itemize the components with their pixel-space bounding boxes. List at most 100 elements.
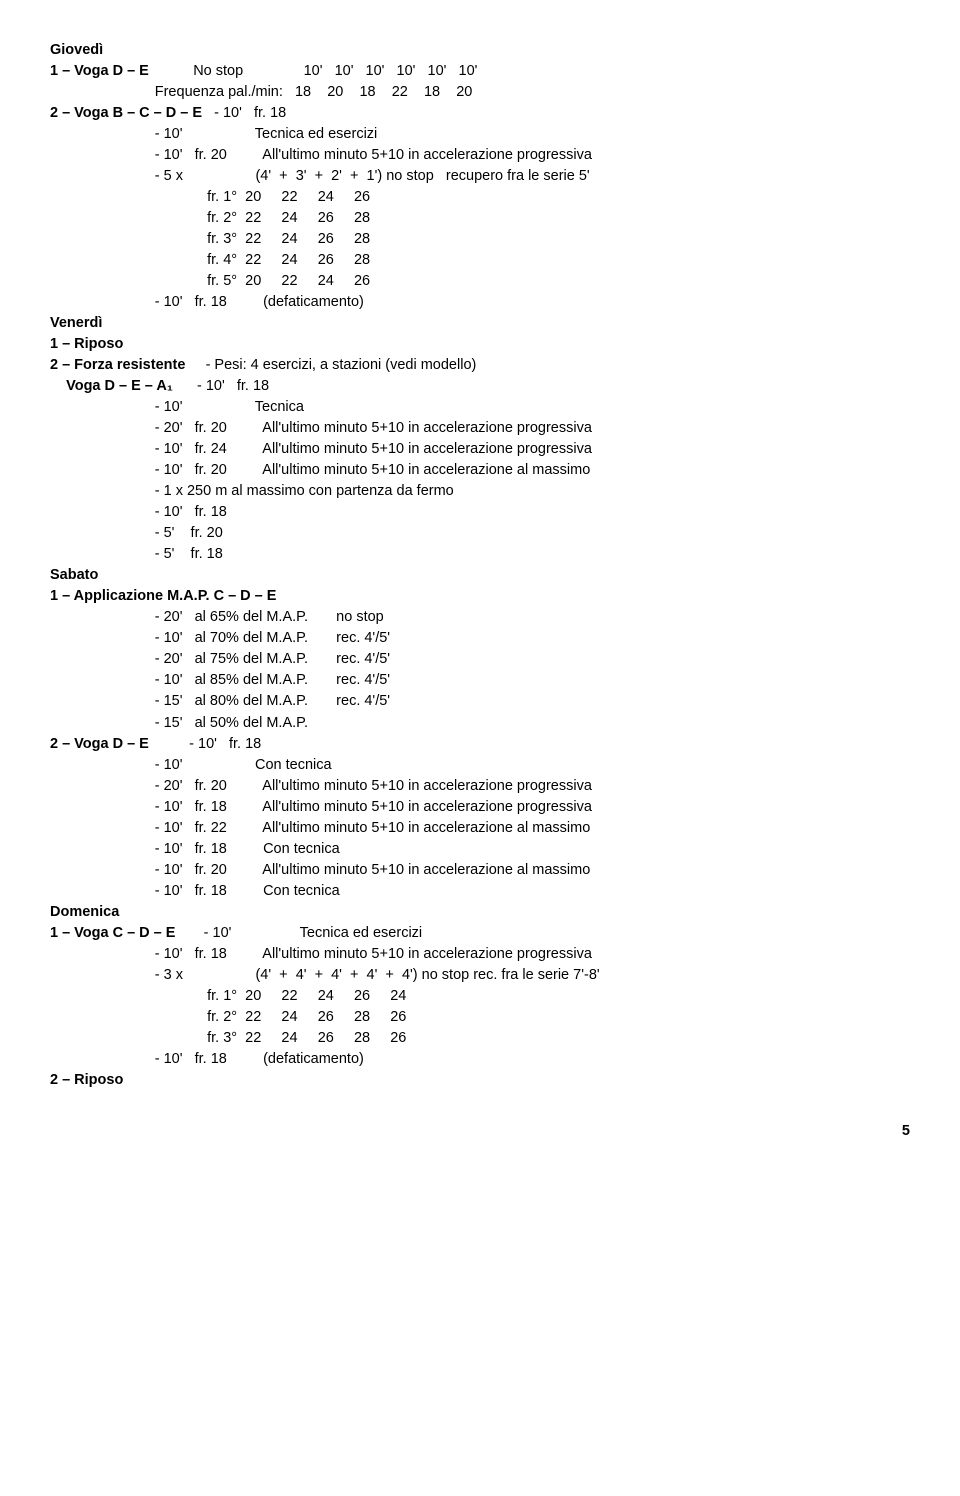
line: Frequenza pal./min: 18 20 18 22 18 20 [50,82,910,103]
label: 1 – Voga D – E [50,63,149,79]
line: fr. 4° 22 24 26 28 [50,250,910,271]
line: - 20' al 65% del M.A.P. no stop [50,607,910,628]
line: fr. 2° 22 24 26 28 26 [50,1007,910,1028]
line: - 3 x (4' + 4' + 4' + 4' + 4') no stop r… [50,965,910,986]
text: - 1 x 250 m al massimo con partenza da f… [155,483,454,499]
line: - 10' fr. 20 All'ultimo minuto 5+10 in a… [50,860,910,881]
text: Frequenza pal./min: 18 20 18 22 18 20 [155,84,473,100]
line: fr. 1° 20 22 24 26 24 [50,986,910,1007]
line: - 20' fr. 20 All'ultimo minuto 5+10 in a… [50,418,910,439]
line: - 1 x 250 m al massimo con partenza da f… [50,481,910,502]
text: - 10' fr. 20 All'ultimo minuto 5+10 in a… [155,462,591,478]
line: fr. 5° 20 22 24 26 [50,271,910,292]
line: 1 – Voga C – D – E - 10' Tecnica ed eser… [50,923,910,944]
text: - 10' Tecnica [155,399,304,415]
line: - 10' fr. 22 All'ultimo minuto 5+10 in a… [50,818,910,839]
text: - 20' al 75% del M.A.P. rec. 4'/5' [155,651,390,667]
text: - 10' fr. 24 All'ultimo minuto 5+10 in a… [155,441,592,457]
label: 1 – Riposo [50,334,910,355]
text: - Pesi: 4 esercizi, a stazioni (vedi mod… [206,357,477,373]
line: - 10' al 85% del M.A.P. rec. 4'/5' [50,670,910,691]
text: - 10' fr. 18 Con tecnica [155,883,340,899]
line: - 10' fr. 20 All'ultimo minuto 5+10 in a… [50,460,910,481]
text: - 10' al 70% del M.A.P. rec. 4'/5' [155,630,390,646]
text: fr. 1° 20 22 24 26 [155,189,370,205]
line: - 10' fr. 18 Con tecnica [50,839,910,860]
text: - 10' fr. 18 (defaticamento) [155,1051,364,1067]
text: fr. 3° 22 24 26 28 [155,231,370,247]
text: - 10' fr. 18 [189,736,261,752]
line: fr. 3° 22 24 26 28 26 [50,1028,910,1049]
text: - 15' al 80% del M.A.P. rec. 4'/5' [155,693,390,709]
line: 2 – Voga D – E - 10' fr. 18 [50,734,910,755]
label: 2 – Forza resistente [50,357,185,373]
text: - 5' fr. 18 [155,546,223,562]
text: - 10' fr. 20 All'ultimo minuto 5+10 in a… [155,147,592,163]
text: - 10' fr. 18 All'ultimo minuto 5+10 in a… [155,799,592,815]
label: Voga D – E – A₁ [50,378,173,394]
day-giovedi: Giovedì [50,40,910,61]
line: 2 – Forza resistente - Pesi: 4 esercizi,… [50,355,910,376]
text: - 10' fr. 22 All'ultimo minuto 5+10 in a… [155,820,591,836]
text: - 20' al 65% del M.A.P. no stop [155,609,384,625]
text: - 10' fr. 18 [214,105,286,121]
text: fr. 4° 22 24 26 28 [155,252,370,268]
line: - 15' al 80% del M.A.P. rec. 4'/5' [50,691,910,712]
text: fr. 2° 22 24 26 28 [155,210,370,226]
line: - 20' fr. 20 All'ultimo minuto 5+10 in a… [50,776,910,797]
text: fr. 5° 20 22 24 26 [155,273,370,289]
line: - 10' Tecnica ed esercizi [50,124,910,145]
text: - 10' fr. 18 [155,504,227,520]
line: - 10' fr. 18 (defaticamento) [50,1049,910,1070]
line: 1 – Voga D – E No stop 10' 10' 10' 10' 1… [50,61,910,82]
line: - 10' fr. 18 Con tecnica [50,881,910,902]
text: - 10' Tecnica ed esercizi [200,925,423,941]
line: - 5' fr. 20 [50,523,910,544]
text: - 20' fr. 20 All'ultimo minuto 5+10 in a… [155,420,592,436]
label: 1 – Voga C – D – E [50,925,175,941]
line: - 5 x (4' + 3' + 2' + 1') no stop recupe… [50,166,910,187]
text: - 15' al 50% del M.A.P. [155,715,308,731]
line: - 10' al 70% del M.A.P. rec. 4'/5' [50,628,910,649]
text: fr. 2° 22 24 26 28 26 [155,1009,407,1025]
text: - 10' fr. 20 All'ultimo minuto 5+10 in a… [155,862,591,878]
text: fr. 3° 22 24 26 28 26 [155,1030,407,1046]
line: Voga D – E – A₁ - 10' fr. 18 [50,376,910,397]
text: - 20' fr. 20 All'ultimo minuto 5+10 in a… [155,778,592,794]
line: - 10' fr. 20 All'ultimo minuto 5+10 in a… [50,145,910,166]
line: - 10' fr. 18 All'ultimo minuto 5+10 in a… [50,944,910,965]
line: - 15' al 50% del M.A.P. [50,713,910,734]
page-number: 5 [50,1121,910,1142]
text: - 10' fr. 18 All'ultimo minuto 5+10 in a… [155,946,592,962]
text: - 10' Con tecnica [155,757,332,773]
label: 2 – Riposo [50,1070,910,1091]
line: fr. 2° 22 24 26 28 [50,208,910,229]
line: fr. 1° 20 22 24 26 [50,187,910,208]
day-venerdi: Venerdì [50,313,910,334]
day-domenica: Domenica [50,902,910,923]
label: 1 – Applicazione M.A.P. C – D – E [50,586,910,607]
line: - 5' fr. 18 [50,544,910,565]
line: - 10' fr. 24 All'ultimo minuto 5+10 in a… [50,439,910,460]
text: No stop 10' 10' 10' 10' 10' 10' [193,63,477,79]
text: - 10' fr. 18 (defaticamento) [155,294,364,310]
line: - 10' Con tecnica [50,755,910,776]
line: - 10' fr. 18 (defaticamento) [50,292,910,313]
line: fr. 3° 22 24 26 28 [50,229,910,250]
text: - 5' fr. 20 [155,525,223,541]
text: - 3 x (4' + 4' + 4' + 4' + 4') no stop r… [155,967,600,983]
text: fr. 1° 20 22 24 26 24 [155,988,407,1004]
text: - 10' fr. 18 Con tecnica [155,841,340,857]
label: 2 – Voga B – C – D – E [50,105,202,121]
text: - 10' fr. 18 [197,378,269,394]
label: 2 – Voga D – E [50,736,149,752]
line: - 10' fr. 18 [50,502,910,523]
line: - 10' Tecnica [50,397,910,418]
line: 2 – Voga B – C – D – E - 10' fr. 18 [50,103,910,124]
line: - 20' al 75% del M.A.P. rec. 4'/5' [50,649,910,670]
text: - 5 x (4' + 3' + 2' + 1') no stop recupe… [155,168,590,184]
text: - 10' Tecnica ed esercizi [155,126,378,142]
text: - 10' al 85% del M.A.P. rec. 4'/5' [155,672,390,688]
line: - 10' fr. 18 All'ultimo minuto 5+10 in a… [50,797,910,818]
day-sabato: Sabato [50,565,910,586]
